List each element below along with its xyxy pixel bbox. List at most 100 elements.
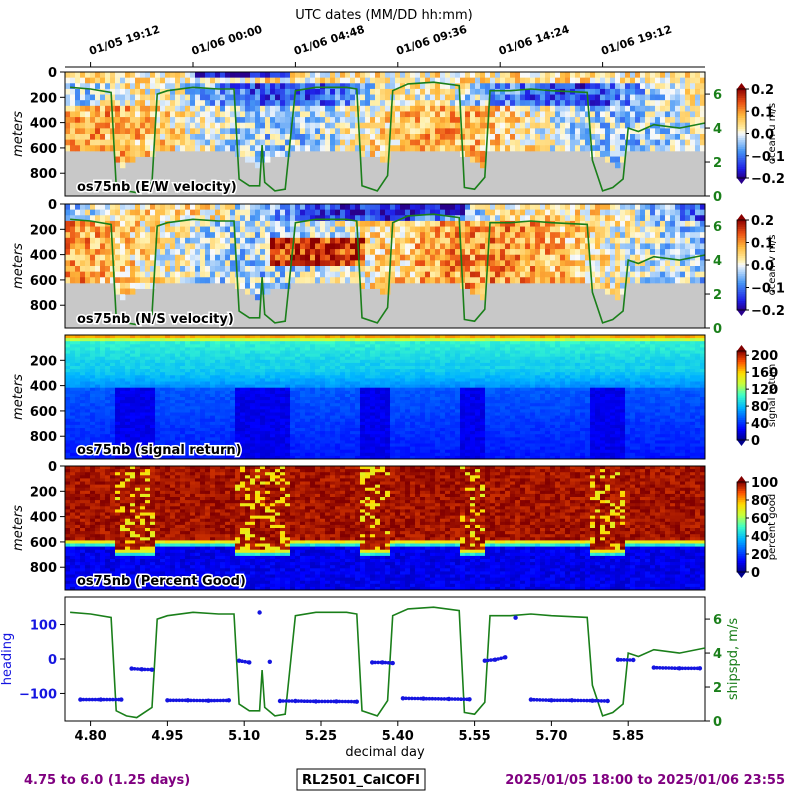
velocity-cell [245,288,251,295]
signal-cell [120,415,126,420]
velocity-cell [270,254,276,261]
velocity-cell [365,282,371,289]
velocity-cell [660,209,666,216]
velocity-cell [615,226,621,233]
signal-cell [135,403,141,407]
velocity-cell [220,215,226,222]
velocity-cell [75,226,81,233]
velocity-cell [235,249,241,256]
velocity-cell [375,128,381,135]
velocity-cell [525,88,531,95]
velocity-cell [350,220,356,227]
signal-cell [175,452,181,457]
velocity-cell [435,271,441,278]
velocity-cell [700,215,706,222]
signal-cell [75,446,81,451]
signal-cell [185,428,191,432]
velocity-cell [625,204,631,211]
velocity-cell [420,204,426,211]
velocity-cell [130,134,136,141]
velocity-cell [135,117,141,124]
velocity-cell [515,77,521,84]
velocity-cell [345,277,351,284]
signal-cell [170,384,176,389]
velocity-cell [270,117,276,124]
velocity-cell [480,117,486,124]
velocity-cell [155,117,161,124]
velocity-cell [700,72,706,79]
velocity-cell [325,122,331,129]
velocity-cell [210,117,216,124]
velocity-cell [535,134,541,141]
velocity-cell [285,139,291,146]
velocity-cell [570,77,576,84]
velocity-cell [650,94,656,101]
velocity-cell [580,254,586,261]
velocity-cell [400,117,406,124]
velocity-cell [375,260,381,267]
colorbar-tick-label: −0.1 [751,150,785,165]
colorbar-segment [737,140,746,143]
velocity-cell [240,260,246,267]
velocity-cell [130,249,136,256]
signal-cell [200,424,206,429]
signal-cell [180,428,186,432]
signal-cell [175,431,181,435]
velocity-cell [685,215,691,222]
velocity-cell [365,88,371,95]
colorbar-segment [737,146,746,150]
velocity-cell [485,204,491,211]
signal-cell [190,400,196,404]
signal-cell [115,369,121,373]
velocity-cell [65,243,71,250]
velocity-cell [260,139,266,146]
velocity-cell [175,226,181,233]
velocity-cell [420,111,426,118]
velocity-cell [125,204,131,211]
velocity-cell [335,254,341,261]
velocity-cell [350,204,356,211]
velocity-cell [375,237,381,244]
velocity-cell [440,100,446,107]
velocity-cell [675,111,681,118]
velocity-cell [220,94,226,101]
signal-cell [110,424,116,429]
signal-cell [150,449,156,454]
velocity-cell [155,204,161,211]
velocity-cell [495,243,501,250]
velocity-cell [285,254,291,261]
signal-cell [90,384,96,389]
velocity-cell [410,277,416,284]
velocity-cell [390,260,396,267]
velocity-cell [525,237,531,244]
signal-cell [130,412,136,416]
speed-tick-label: 2 [713,156,722,171]
velocity-cell [305,260,311,267]
velocity-cell [450,117,456,124]
velocity-cell [465,150,471,157]
velocity-cell [655,260,661,267]
velocity-cell [525,145,531,152]
signal-cell [115,409,121,413]
velocity-cell [475,254,481,261]
velocity-cell [625,249,631,256]
signal-cell [185,359,191,364]
velocity-cell [135,271,141,278]
signal-cell [180,415,186,420]
velocity-cell [410,226,416,233]
velocity-cell [490,243,496,250]
velocity-cell [525,232,531,239]
signal-cell [150,344,156,348]
velocity-cell [305,111,311,118]
velocity-cell [260,134,266,141]
velocity-cell [550,111,556,118]
signal-cell [85,338,91,342]
velocity-cell [390,105,396,112]
velocity-cell [485,237,491,244]
velocity-cell [190,254,196,261]
velocity-cell [615,94,621,101]
velocity-cell [325,237,331,244]
velocity-cell [110,88,116,95]
colorbar-label: ocean v m/s [767,235,778,296]
velocity-cell [615,232,621,239]
